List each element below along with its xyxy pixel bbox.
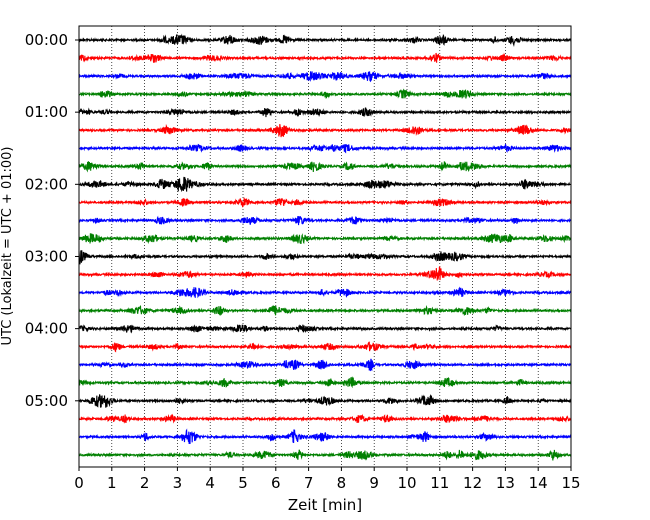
trace-0345 <box>78 305 572 317</box>
y-tick-label: 00:00 <box>25 31 68 49</box>
trace-0415 <box>78 341 572 353</box>
x-tick-label: 14 <box>529 474 548 492</box>
x-tick-label: 2 <box>140 474 150 492</box>
x-tick-label: 0 <box>74 474 84 492</box>
x-tick-label: 7 <box>304 474 314 492</box>
trace-0030 <box>78 71 572 83</box>
x-axis-label: Zeit [min] <box>288 496 362 514</box>
trace-0315 <box>78 265 572 281</box>
trace-0215 <box>78 197 572 208</box>
trace-0300 <box>78 250 572 265</box>
trace-0515 <box>78 413 572 424</box>
x-tick-label: 6 <box>271 474 281 492</box>
x-tick-label: 3 <box>173 474 183 492</box>
trace-0045 <box>78 88 572 100</box>
trace-0330 <box>78 286 572 299</box>
trace-0130 <box>78 143 572 154</box>
trace-0445 <box>78 376 572 389</box>
trace-0430 <box>78 358 572 372</box>
y-axis-label: UTC (Lokalzeit = UTC + 01:00) <box>0 147 15 346</box>
y-tick-label: 01:00 <box>25 103 68 121</box>
x-tick-label: 15 <box>561 474 580 492</box>
trace-0100 <box>78 107 572 118</box>
trace-0115 <box>78 123 572 138</box>
trace-0245 <box>78 233 572 245</box>
x-tick-label: 4 <box>205 474 215 492</box>
x-axis-ticks: 0 1 2 3 4 5 6 7 8 9 10 11 12 13 14 15 <box>74 467 581 492</box>
trace-0015 <box>78 52 572 63</box>
y-tick-label: 03:00 <box>25 247 68 265</box>
x-tick-label: 5 <box>238 474 248 492</box>
trace-0230 <box>78 215 572 226</box>
x-tick-label: 9 <box>369 474 379 492</box>
y-tick-label: 04:00 <box>25 320 68 338</box>
x-tick-label: 11 <box>430 474 449 492</box>
y-tick-label: 05:00 <box>25 392 68 410</box>
seismic-traces <box>78 33 572 461</box>
y-tick-label: 02:00 <box>25 175 68 193</box>
x-tick-label: 10 <box>397 474 416 492</box>
trace-0145 <box>78 161 572 173</box>
trace-0000 <box>78 33 572 48</box>
x-tick-label: 13 <box>496 474 515 492</box>
x-tick-label: 8 <box>337 474 347 492</box>
trace-0545 <box>78 449 572 461</box>
y-axis-ticks: 00:00 01:00 02:00 03:00 04:00 05:00 <box>25 31 79 410</box>
x-tick-label: 12 <box>463 474 482 492</box>
trace-0500 <box>78 394 572 408</box>
x-tick-label: 1 <box>107 474 117 492</box>
trace-0200 <box>78 176 572 193</box>
trace-0400 <box>78 324 572 334</box>
plot-frame <box>78 25 572 468</box>
trace-0530 <box>78 428 572 444</box>
